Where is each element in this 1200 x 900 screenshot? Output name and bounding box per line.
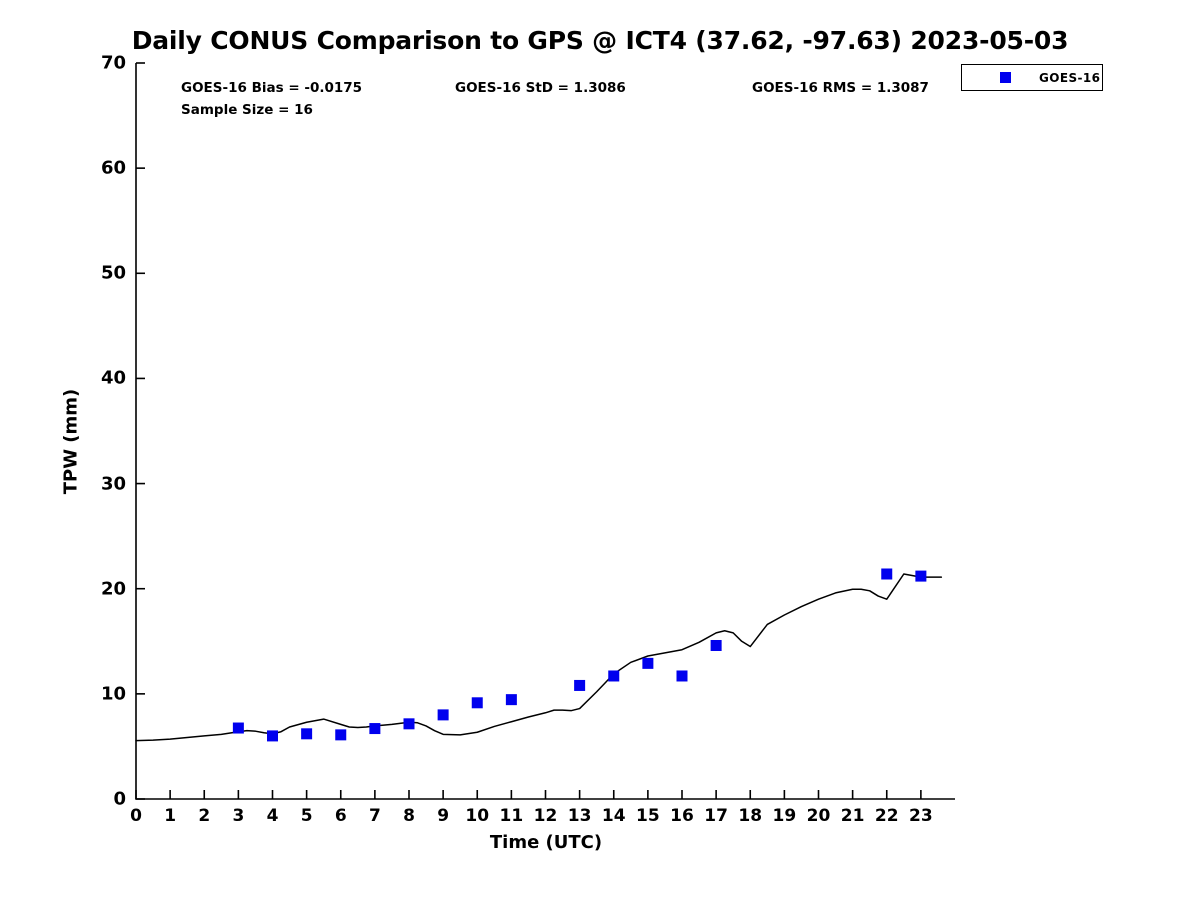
legend-label-goes16: GOES-16: [1039, 71, 1101, 85]
data-point: [437, 709, 449, 721]
x-tick-6: 6: [334, 806, 347, 826]
x-tick-8: 8: [403, 806, 415, 826]
x-tick-14: 14: [601, 806, 626, 826]
y-axis-title: TPW (mm): [60, 388, 82, 495]
data-point: [471, 697, 483, 709]
legend-marker-icon: [1000, 72, 1011, 83]
x-tick-21: 21: [840, 806, 865, 826]
x-tick-4: 4: [266, 806, 279, 826]
data-point: [369, 723, 381, 735]
x-tick-3: 3: [232, 806, 245, 826]
data-point: [574, 679, 586, 691]
data-point: [232, 722, 244, 734]
x-tick-2: 2: [198, 806, 211, 826]
y-tick-60: 60: [100, 157, 126, 179]
data-point: [403, 718, 415, 730]
x-tick-13: 13: [567, 806, 592, 826]
x-tick-12: 12: [533, 806, 558, 826]
legend: [961, 64, 1103, 91]
data-point: [915, 570, 927, 582]
x-tick-5: 5: [300, 806, 313, 826]
x-tick-10: 10: [465, 806, 490, 826]
annotation-bias: GOES-16 Bias = -0.0175: [181, 80, 363, 96]
x-tick-16: 16: [670, 806, 694, 826]
data-point: [608, 670, 620, 682]
x-tick-22: 22: [874, 806, 899, 826]
y-tick-10: 10: [100, 683, 126, 705]
data-point: [881, 568, 893, 580]
y-tick-40: 40: [100, 367, 126, 389]
axes: [135, 62, 955, 800]
x-tick-18: 18: [738, 806, 763, 826]
x-tick-23: 23: [909, 806, 933, 826]
annotation-rms: GOES-16 RMS = 1.3087: [752, 80, 929, 96]
data-point: [335, 729, 347, 741]
y-tick-70: 70: [100, 52, 126, 74]
y-tick-30: 30: [100, 473, 126, 495]
data-point: [505, 694, 517, 706]
x-tick-0: 0: [130, 806, 142, 826]
data-point: [642, 657, 654, 669]
data-point: [301, 728, 313, 740]
data-point: [710, 639, 722, 651]
data-point: [267, 730, 278, 742]
x-tick-15: 15: [636, 806, 660, 826]
y-tick-20: 20: [100, 578, 126, 600]
x-tick-7: 7: [368, 806, 381, 826]
x-tick-11: 11: [499, 806, 524, 826]
annotation-sample-size: Sample Size = 16: [181, 102, 313, 118]
x-tick-19: 19: [772, 806, 797, 826]
data-point: [676, 670, 688, 682]
x-tick-17: 17: [704, 806, 728, 826]
page-title: Daily CONUS Comparison to GPS @ ICT4 (37…: [131, 26, 1069, 55]
x-tick-1: 1: [164, 806, 177, 826]
x-axis-title: Time (UTC): [489, 832, 603, 853]
gps-line-series: [135, 573, 943, 742]
annotation-std: GOES-16 StD = 1.3086: [455, 80, 626, 96]
x-tick-9: 9: [437, 806, 450, 826]
goes16-marker-series: [232, 568, 927, 742]
y-tick-50: 50: [100, 262, 126, 284]
x-tick-20: 20: [806, 806, 831, 826]
y-tick-0: 0: [113, 788, 126, 810]
